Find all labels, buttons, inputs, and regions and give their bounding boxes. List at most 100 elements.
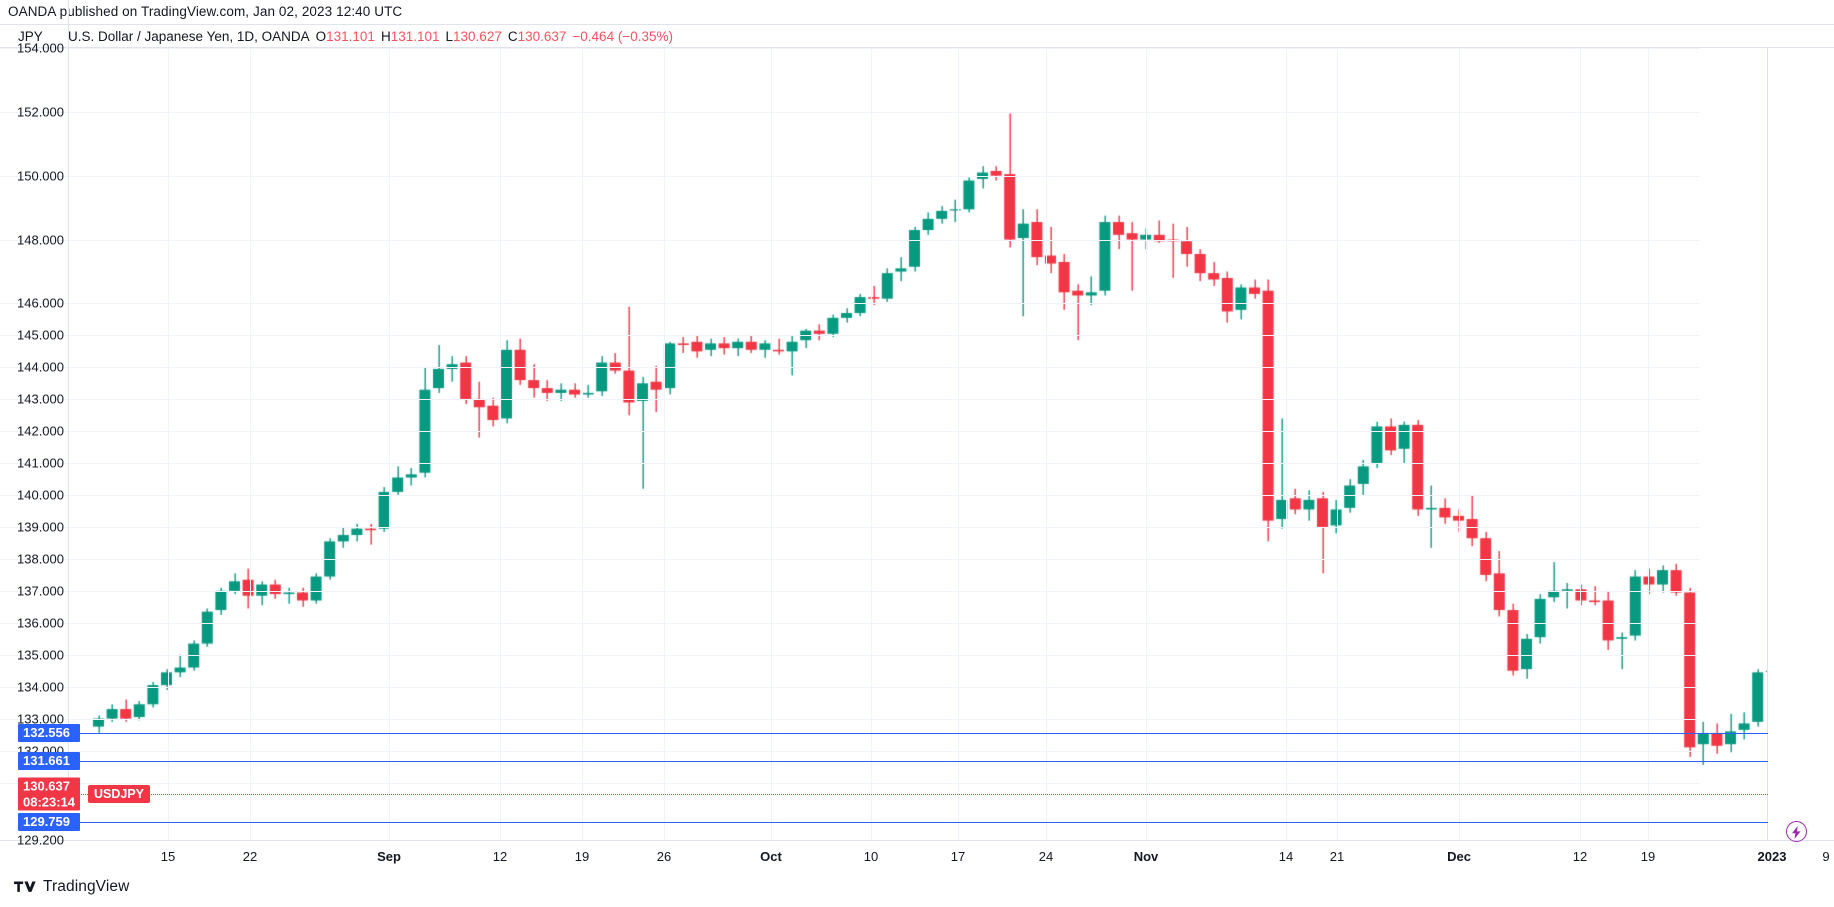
- price-plot-area[interactable]: [68, 48, 1768, 840]
- last-price-line: [68, 794, 1768, 795]
- price-axis-label: 138.000: [17, 551, 64, 567]
- price-level-tag[interactable]: 132.556: [18, 723, 80, 742]
- price-level-line[interactable]: [68, 822, 1768, 823]
- time-axis-label: Dec: [1447, 849, 1471, 864]
- high-key: H: [380, 29, 391, 44]
- vertical-gridline: [1459, 48, 1460, 840]
- price-axis-label: 142.000: [17, 423, 64, 439]
- tradingview-logo-icon: [14, 881, 36, 892]
- price-level-tag[interactable]: 129.759: [18, 813, 80, 832]
- vertical-gridline: [582, 48, 583, 840]
- price-level-line[interactable]: [68, 761, 1768, 762]
- price-axis[interactable]: 154.000 152.000 150.000 148.000 146.000 145.0…: [0, 41, 66, 848]
- open-value: 131.101: [326, 29, 375, 44]
- close-key: C: [507, 29, 518, 44]
- close-value: 130.637: [517, 29, 567, 44]
- vertical-gridline: [871, 48, 872, 840]
- horizontal-gridline: [0, 751, 1700, 752]
- vertical-gridline: [1046, 48, 1047, 840]
- price-axis-label: 139.000: [17, 519, 64, 535]
- vertical-gridline: [1648, 48, 1649, 840]
- horizontal-gridline: [0, 240, 1700, 241]
- time-axis-label: Oct: [760, 849, 782, 864]
- horizontal-gridline: [0, 335, 1700, 336]
- horizontal-gridline: [0, 176, 1700, 177]
- horizontal-gridline: [0, 399, 1700, 400]
- tradingview-branding: TradingView: [14, 878, 129, 896]
- time-axis-divider: [0, 840, 1834, 841]
- horizontal-gridline: [0, 367, 1700, 368]
- horizontal-gridline: [0, 687, 1700, 688]
- last-price-value: 130.637: [23, 778, 70, 794]
- last-price-tag[interactable]: 130.637 08:23:14: [18, 777, 80, 811]
- vertical-gridline: [664, 48, 665, 840]
- time-axis-label: 2023: [1757, 849, 1787, 864]
- horizontal-gridline: [0, 431, 1700, 432]
- time-axis-label: Sep: [377, 849, 401, 864]
- attribution-text: OANDA published on TradingView.com, Jan …: [8, 4, 403, 19]
- price-axis-label: 146.000: [17, 295, 64, 311]
- vertical-gridline: [1337, 48, 1338, 840]
- vertical-gridline: [958, 48, 959, 840]
- vertical-gridline: [771, 48, 772, 840]
- price-axis-label: 133.000: [17, 711, 64, 727]
- price-axis-label: 136.000: [17, 615, 64, 631]
- time-axis-label: 12: [492, 849, 508, 864]
- price-axis-label: 135.000: [17, 647, 64, 663]
- price-axis-label: 129.200: [17, 832, 64, 848]
- horizontal-gridline: [0, 303, 1700, 304]
- vertical-gridline: [1580, 48, 1581, 840]
- symbol-badge[interactable]: USDJPY: [88, 785, 151, 804]
- horizontal-gridline: [0, 623, 1700, 624]
- price-axis-label: 137.000: [17, 583, 64, 599]
- price-level-tag[interactable]: 131.661: [18, 752, 80, 771]
- vertical-gridline: [389, 48, 390, 840]
- time-axis-label: 14: [1278, 849, 1294, 864]
- lightning-bolt-icon[interactable]: [1786, 821, 1807, 842]
- open-key: O: [315, 29, 327, 44]
- vertical-gridline: [1286, 48, 1287, 840]
- time-axis-label: 15: [160, 849, 176, 864]
- horizontal-gridline: [0, 463, 1700, 464]
- horizontal-gridline: [0, 591, 1700, 592]
- price-level-line[interactable]: [68, 733, 1768, 734]
- horizontal-gridline: [0, 719, 1700, 720]
- horizontal-gridline: [0, 527, 1700, 528]
- horizontal-gridline: [0, 559, 1700, 560]
- time-axis-label: 12: [1572, 849, 1588, 864]
- price-axis-label: 148.000: [17, 232, 64, 248]
- time-axis-label: 22: [242, 849, 258, 864]
- symbol-header: JPY U.S. Dollar / Japanese Yen, 1D, OAND…: [0, 24, 1834, 48]
- time-axis-label: 24: [1038, 849, 1054, 864]
- symbol-header-inner: JPY U.S. Dollar / Japanese Yen, 1D, OAND…: [0, 25, 673, 48]
- candlestick-canvas[interactable]: [68, 48, 1768, 840]
- time-axis-label: 9: [1822, 849, 1830, 864]
- time-axis-label: 26: [656, 849, 672, 864]
- time-axis[interactable]: 15 22 Sep 12 19 26 Oct 10 17 24 Nov 14 21 Dec 12 19 2023…: [0, 841, 1834, 875]
- price-axis-unit-label: JPY: [18, 29, 43, 44]
- horizontal-gridline: [0, 655, 1700, 656]
- price-axis-label: 145.000: [17, 327, 64, 343]
- horizontal-gridline: [0, 112, 1700, 113]
- vertical-gridline: [250, 48, 251, 840]
- price-axis-label: 150.000: [17, 168, 64, 184]
- time-axis-label: 19: [574, 849, 590, 864]
- time-axis-label: 19: [1640, 849, 1656, 864]
- time-axis-label: 10: [863, 849, 879, 864]
- time-axis-label: 21: [1329, 849, 1345, 864]
- price-axis-label: 154.000: [17, 40, 64, 56]
- horizontal-gridline: [0, 495, 1700, 496]
- vertical-gridline: [1146, 48, 1147, 840]
- price-axis-label: 143.000: [17, 391, 64, 407]
- price-axis-label: 140.000: [17, 487, 64, 503]
- chart-pane[interactable]: [0, 48, 1834, 840]
- price-axis-label: 144.000: [17, 359, 64, 375]
- bar-countdown: 08:23:14: [23, 794, 76, 810]
- horizontal-gridline: [0, 783, 1700, 784]
- price-axis-label: 141.000: [17, 455, 64, 471]
- vertical-gridline: [168, 48, 169, 840]
- change-value: −0.464 (−0.35%): [572, 29, 673, 44]
- time-axis-label: Nov: [1133, 849, 1159, 864]
- low-key: L: [445, 29, 454, 44]
